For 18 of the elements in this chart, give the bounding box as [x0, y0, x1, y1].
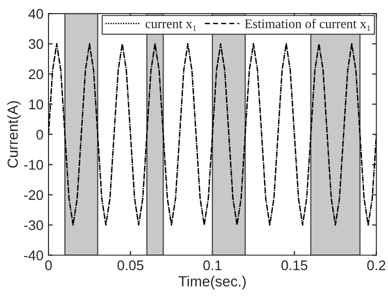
y-axis-title: Current(A)	[7, 101, 21, 168]
x-tick-label: 0.15	[281, 260, 308, 270]
y-tick-label: 0	[36, 130, 44, 140]
y-tick-label: -30	[24, 220, 44, 230]
x-tick-label: 0.1	[203, 260, 222, 270]
x-tick-label: 0.05	[117, 260, 144, 270]
legend-label: Estimation of current x₁	[244, 18, 370, 31]
x-axis-title: Time(sec.)	[178, 276, 246, 290]
y-tick-label: 40	[28, 8, 44, 19]
x-tick-label: 0.2	[367, 260, 386, 270]
y-tick-label: 20	[28, 69, 44, 80]
legend-label: current x₁	[146, 20, 196, 31]
x-tick-label: 0	[45, 260, 52, 270]
y-tick-label: 30	[28, 39, 44, 49]
y-tick-label: -20	[24, 190, 44, 200]
y-tick-label: 10	[29, 100, 44, 110]
y-tick-label: -10	[24, 160, 44, 170]
y-tick-label: -40	[24, 250, 44, 260]
